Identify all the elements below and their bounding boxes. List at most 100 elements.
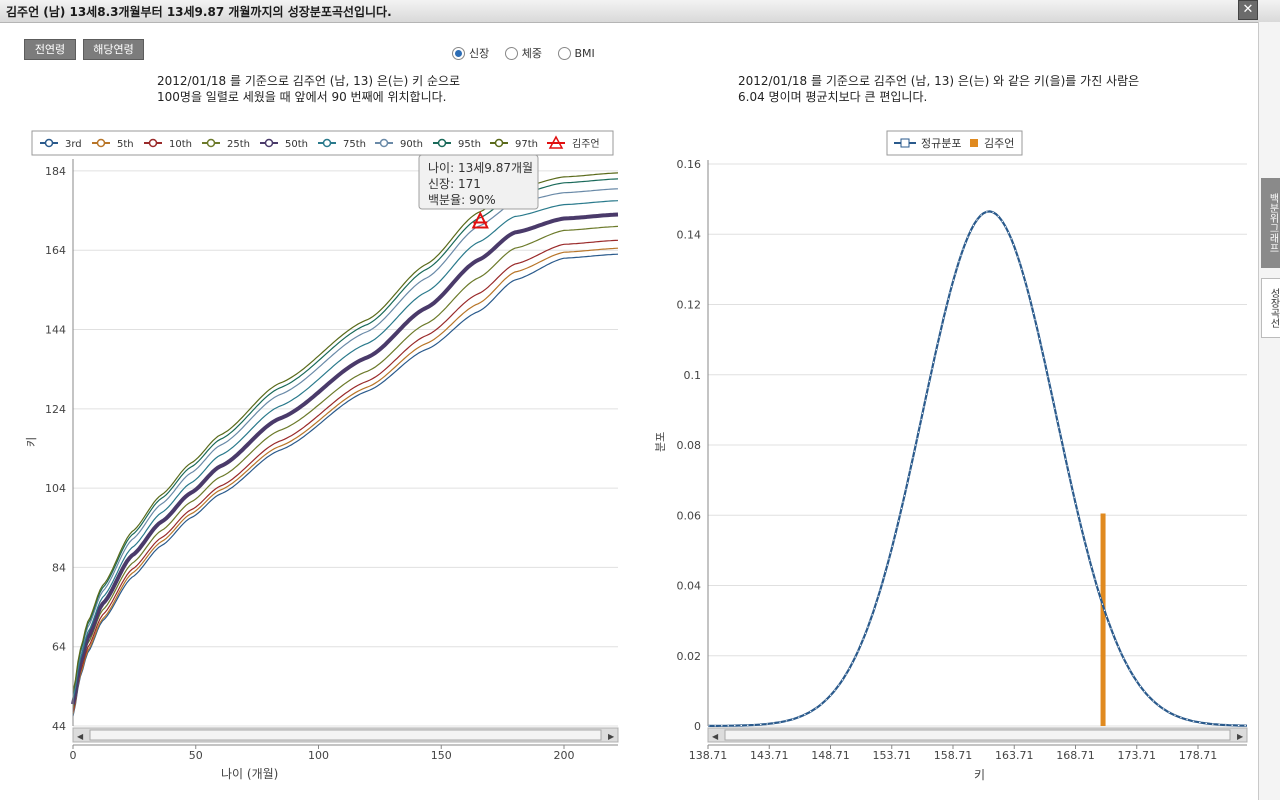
legend-label: 3rd [65,139,82,150]
x-tick-label: 150 [431,749,452,762]
y-tick-label: 0.06 [677,509,702,522]
y-tick-label: 124 [45,403,66,416]
window-title: 김주언 (남) 13세8.3개월부터 13세9.87 개월까지의 성장분포곡선입… [6,5,392,19]
x-tick-label: 138.71 [689,749,728,762]
series-line-5th [72,247,619,715]
measure-radio-group: 신장 체중 BMI [452,45,607,63]
legend-marker [264,138,274,148]
distribution-legend: 정규분포 김주언 [886,130,1023,156]
y-tick-label: 0 [694,720,701,733]
x-tick-label: 0 [70,749,77,762]
legend-label: 25th [227,139,250,150]
x-tick-label: 153.71 [873,749,912,762]
growth-chart-axes: 44 64 84 104 124 144 164 184 0 50 100 150 200 [45,159,618,762]
legend-label: 5th [117,139,134,150]
scrollbar-thumb[interactable] [724,729,1231,741]
legend-label: 90th [400,139,423,150]
scroll-left-icon[interactable]: ◀ [77,732,84,741]
y-tick-label: 44 [52,720,66,733]
y-tick-label: 64 [52,641,66,654]
marker-triangle[interactable] [471,211,489,229]
normal-curve-line [708,210,1248,727]
legend-label: 10th [169,139,192,150]
legend-marker [148,138,158,148]
desc-line: 2012/01/18 를 기준으로 김주언 (남, 13) 은(는) 와 같은 … [738,74,1140,88]
legend-marker [96,138,106,148]
series-line-3rd [72,253,619,717]
legend-marker [206,138,216,148]
legend-label: 50th [285,139,308,150]
x-tick-label: 143.71 [750,749,789,762]
radio-bmi[interactable]: BMI [557,46,595,60]
legend-child-label: 김주언 [984,137,1014,150]
scroll-right-icon[interactable]: ▶ [1237,732,1244,741]
legend-child-icon [970,139,978,147]
distribution-ylabel: 분포 [654,432,667,452]
child-marker[interactable] [471,211,489,229]
y-tick-label: 0.04 [677,580,702,593]
radio-label: 체중 [521,47,542,60]
radio-label: 신장 [469,47,490,60]
right-scrollbar[interactable]: ◀ ▶ [707,727,1248,743]
radio-height[interactable]: 신장 [452,45,489,61]
legend-items: 3rd 5th 10th 25th 50th 75th 90th 95th 97th 김주언 [40,135,600,150]
desc-line: 100명을 일렬로 세웠을 때 앞에서 90 번째에 위치합니다. [157,90,447,104]
all-ages-button[interactable]: 전연령 [24,39,76,60]
distribution-description: 2012/01/18 를 기준으로 김주언 (남, 13) 은(는) 와 같은 … [738,73,1139,105]
legend-marker [494,138,504,148]
legend-label: 김주언 [572,138,600,150]
y-tick-label: 84 [52,561,66,574]
y-tick-label: 0.14 [677,228,702,241]
legend-label: 95th [458,139,481,150]
x-tick-label: 173.71 [1118,749,1157,762]
series-line-90th [72,188,619,697]
legend-label: 75th [343,139,366,150]
series-line-25th [72,225,619,709]
distribution-chart-axes: 0 0.02 0.04 0.06 0.08 0.1 0.12 0.14 0.16 138.71 14… [677,158,1247,762]
normal-curve-dots [708,210,1248,727]
distribution-xlabel: 키 [974,768,985,782]
series-line-10th [72,239,619,713]
y-tick-label: 164 [45,244,66,257]
legend-marker [44,138,54,148]
scrollbar-thumb[interactable] [89,729,602,741]
y-tick-label: 144 [45,324,66,337]
x-tick-label: 158.71 [934,749,973,762]
scroll-right-icon[interactable]: ▶ [608,732,615,741]
legend-normal-marker [900,138,910,148]
scroll-left-icon[interactable]: ◀ [712,732,719,741]
distribution-bar[interactable] [1100,513,1106,726]
series-line-50th [71,212,619,705]
x-tick-label: 100 [308,749,329,762]
left-scrollbar[interactable]: ◀ ▶ [72,727,619,743]
child-bar[interactable] [1100,513,1106,726]
sidebar-tab-growth[interactable]: 성장곡선 [1261,278,1280,338]
radio-dot [504,46,518,60]
tooltip: 나이: 13세9.87개월 신장: 171 백분율: 90% [418,154,539,210]
current-age-button[interactable]: 해당연령 [83,39,144,60]
legend-marker [548,135,564,149]
y-tick-label: 0.1 [684,369,702,382]
tooltip-height: 신장: 171 [428,177,481,191]
x-tick-label: 200 [553,749,574,762]
series-line-97th [72,172,619,693]
growth-chart-lines [71,172,619,717]
y-tick-label: 0.02 [677,650,702,663]
legend-marker [437,138,447,148]
desc-line: 2012/01/18 를 기준으로 김주언 (남, 13) 은(는) 키 순으로 [157,74,461,88]
distribution-chart-grid [708,163,1247,727]
legend-marker [322,138,332,148]
radio-label: BMI [574,46,595,60]
close-button[interactable]: ✕ [1238,0,1258,20]
growth-xlabel: 나이 (개월) [221,767,278,781]
x-tick-label: 50 [189,749,203,762]
radio-dot [557,46,571,60]
radio-weight[interactable]: 체중 [504,45,542,61]
tooltip-box [418,154,539,210]
distribution-curve [708,210,1248,727]
sidebar-tab-percentile[interactable]: 백분위그래프 [1261,178,1280,268]
radio-dot [452,46,465,60]
percentile-description: 2012/01/18 를 기준으로 김주언 (남, 13) 은(는) 키 순으로… [157,73,460,105]
x-tick-label: 148.71 [811,749,850,762]
